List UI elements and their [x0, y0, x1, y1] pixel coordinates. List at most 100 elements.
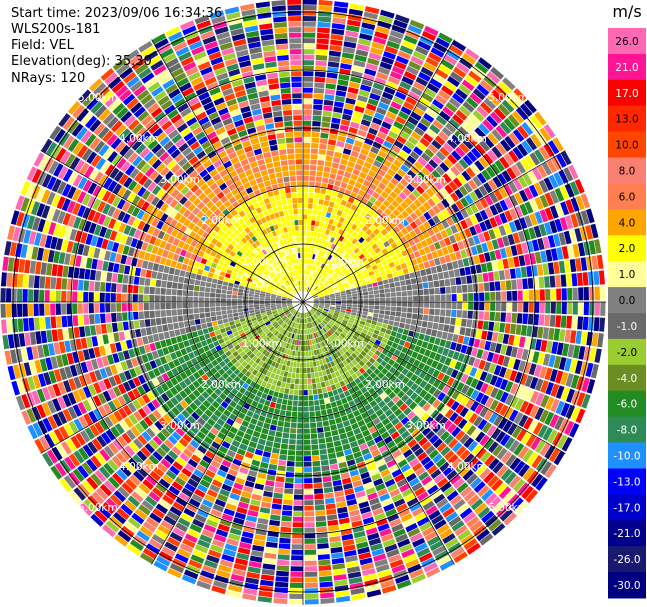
range-gate [352, 145, 362, 153]
range-gate [324, 161, 332, 168]
range-gate [149, 470, 161, 482]
range-gate [363, 295, 369, 299]
range-gate [473, 255, 481, 265]
range-gate [336, 302, 341, 304]
range-gate [404, 492, 416, 503]
range-gate [206, 396, 215, 404]
range-gate [444, 254, 452, 263]
range-gate [416, 408, 426, 418]
range-gate [144, 319, 151, 327]
range-gate [421, 426, 432, 436]
range-gate [305, 340, 308, 346]
range-gate [244, 363, 251, 371]
range-gate [449, 252, 457, 262]
range-gate [385, 329, 392, 335]
range-gate [318, 149, 327, 155]
range-gate [347, 161, 356, 168]
range-gate [420, 456, 431, 466]
range-gate [439, 355, 447, 364]
range-gate [524, 99, 537, 114]
range-gate [213, 325, 220, 331]
range-gate [283, 393, 289, 400]
range-gate [315, 288, 321, 293]
range-gate [330, 300, 336, 302]
range-gate [378, 150, 388, 159]
range-gate [355, 233, 362, 241]
range-gate [265, 547, 278, 554]
range-gate [274, 487, 284, 494]
range-gate [481, 510, 495, 524]
range-gate [384, 216, 393, 224]
range-gate [413, 199, 422, 208]
range-gate [357, 214, 364, 222]
range-gate [348, 400, 356, 407]
range-gate [521, 349, 529, 361]
range-gate [420, 117, 432, 128]
range-gate [459, 57, 473, 70]
range-gate [303, 241, 306, 247]
range-gate [373, 268, 380, 274]
range-gate [278, 352, 284, 359]
range-gate [303, 126, 312, 132]
range-gate [510, 497, 524, 511]
range-gate [256, 378, 263, 385]
range-gate [321, 277, 326, 283]
range-gate [296, 312, 300, 317]
range-gate [306, 367, 311, 373]
range-gate [284, 324, 288, 330]
range-gate [361, 225, 369, 232]
range-gate [344, 246, 351, 253]
range-gate [250, 499, 261, 507]
range-gate [319, 299, 325, 301]
range-gate [200, 281, 206, 287]
range-gate [335, 321, 341, 326]
range-gate [520, 158, 531, 172]
range-gate [429, 184, 439, 194]
range-gate [378, 284, 384, 290]
range-gate [422, 282, 429, 289]
range-gate [342, 113, 352, 121]
range-gate [248, 299, 254, 302]
range-gate [369, 274, 376, 280]
range-gate [501, 291, 507, 301]
range-gate [392, 362, 400, 370]
range-gate [186, 429, 196, 439]
range-gate [390, 306, 396, 312]
range-gate [473, 292, 479, 301]
range-gate [431, 344, 439, 353]
range-gate [189, 425, 199, 435]
range-gate [236, 448, 246, 456]
range-gate [366, 132, 376, 141]
range-gate [324, 307, 330, 311]
range-gate [440, 287, 446, 294]
range-gate [338, 427, 346, 435]
range-gate [317, 308, 323, 312]
range-gate [322, 327, 327, 333]
range-gate [236, 552, 250, 561]
range-gate [279, 449, 288, 455]
range-gate [398, 275, 405, 281]
range-gate [486, 425, 497, 437]
range-gate [160, 443, 171, 454]
range-gate [304, 566, 318, 572]
range-gate [447, 423, 457, 434]
range-gate [442, 106, 454, 117]
range-gate [470, 378, 479, 389]
range-gate [487, 149, 498, 162]
range-gate [581, 377, 590, 392]
range-gate [304, 478, 313, 484]
range-gate [292, 527, 303, 533]
range-gate [434, 413, 444, 423]
range-gate [472, 88, 486, 101]
range-gate [428, 420, 438, 430]
range-gate [353, 410, 361, 417]
range-gate [422, 526, 435, 537]
range-gate [358, 298, 364, 302]
range-gate [402, 302, 408, 307]
range-gate [335, 296, 341, 299]
range-gate [304, 582, 318, 588]
range-gate [426, 358, 434, 366]
range-gate [326, 275, 332, 280]
range-gate [278, 375, 283, 382]
range-gate [223, 322, 230, 328]
